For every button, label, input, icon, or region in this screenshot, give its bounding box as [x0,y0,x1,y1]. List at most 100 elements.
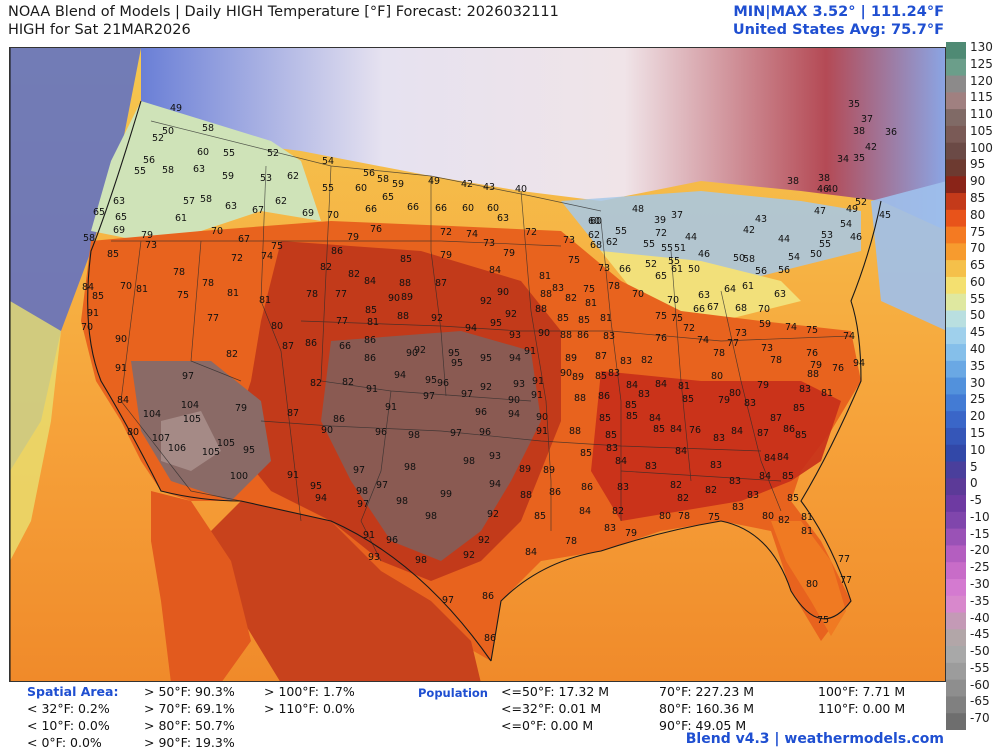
temperature-value-label: 79 [347,232,359,243]
spatial-stat: < 10°F: 0.0% [27,718,110,733]
temperature-value-label: 61 [175,213,187,224]
temperature-value-label: 44 [778,234,790,245]
temperature-value-label: 73 [735,328,747,339]
temperature-value-label: 83 [645,461,657,472]
temperature-value-label: 78 [173,267,185,278]
temperature-value-label: 46 [698,249,710,260]
temperature-value-label: 48 [632,204,644,215]
temperature-value-label: 75 [177,290,189,301]
temperature-value-label: 81 [539,271,551,282]
temperature-value-label: 55 [819,239,831,250]
temperature-value-label: 38 [853,126,865,137]
temperature-value-label: 79 [625,528,637,539]
colorbar-swatch [946,260,966,278]
temperature-value-label: 84 [626,380,638,391]
temperature-value-label: 82 [705,485,717,496]
temperature-value-label: 84 [489,265,501,276]
colorbar-tick-label: 20 [970,409,986,424]
colorbar-tick-label: 35 [970,358,986,373]
temperature-value-label: 62 [275,196,287,207]
temperature-value-label: 66 [407,202,419,213]
colorbar-swatch [946,427,966,446]
stats-footer: Spatial Area: < 32°F: 0.2% < 10°F: 0.0% … [0,684,1000,750]
temperature-value-label: 67 [252,205,264,216]
temperature-value-label: 85 [793,403,805,414]
northwest-cool-land [91,101,321,241]
temperature-value-label: 91 [363,530,375,541]
temperature-value-label: 90 [115,334,127,345]
temperature-value-label: 42 [743,225,755,236]
temperature-value-label: 97 [353,465,365,476]
temperature-value-label: 95 [243,445,255,456]
colorbar-swatch [946,444,966,463]
colorbar-swatch [946,394,966,412]
colorbar-swatch [946,545,966,563]
temperature-value-label: 88 [574,393,586,404]
temperature-value-label: 76 [370,224,382,235]
colorbar-tick-label: -55 [970,660,990,675]
temperature-value-label: 58 [162,165,174,176]
temperature-value-label: 96 [475,407,487,418]
temperature-value-label: 83 [606,443,618,454]
colorbar-swatch [946,243,966,261]
temperature-value-label: 86 [577,330,589,341]
temperature-value-label: 66 [619,264,631,275]
colorbar-tick-label: 85 [970,191,986,206]
temperature-value-label: 51 [674,243,686,254]
temperature-value-label: 98 [404,462,416,473]
temperature-value-label: 83 [747,490,759,501]
temperature-value-label: 72 [231,253,243,264]
colorbar-tick-label: -20 [970,543,990,558]
temperature-value-label: 55 [134,166,146,177]
temperature-value-label: 94 [465,323,477,334]
temperature-value-label: 85 [795,430,807,441]
colorbar-swatch [946,344,966,362]
temperature-value-label: 59 [392,179,404,190]
temperature-value-label: 50 [688,264,700,275]
temperature-value-label: 97 [442,595,454,606]
population-stat: 80°F: 160.36 M [659,701,755,716]
temperature-value-label: 56 [778,265,790,276]
colorbar-tick-label: -45 [970,627,990,642]
temperature-value-label: 92 [463,550,475,561]
temperature-value-label: 88 [535,304,547,315]
temperature-value-label: 97 [182,371,194,382]
temperature-value-label: 88 [560,330,572,341]
temperature-value-label: 97 [423,391,435,402]
temperature-value-label: 61 [671,264,683,275]
colorbar-swatch [946,327,966,345]
temperature-value-label: 84 [731,426,743,437]
temperature-value-label: 97 [376,480,388,491]
temperature-value-label: 63 [193,164,205,175]
temperature-value-label: 70 [211,226,223,237]
temperature-value-label: 104 [181,400,199,411]
temperature-value-label: 85 [682,394,694,405]
temperature-value-label: 76 [655,333,667,344]
temperature-value-label: 70 [120,281,132,292]
temperature-value-label: 79 [440,250,452,261]
temperature-value-label: 98 [408,430,420,441]
temperature-value-label: 52 [152,133,164,144]
temperature-value-label: 77 [840,575,852,586]
temperature-value-label: 81 [600,313,612,324]
temperature-value-label: 89 [519,464,531,475]
temperature-value-label: 94 [508,409,520,420]
title-line-2: HIGH for Sat 21MAR2026 [8,22,191,38]
spatial-stat: > 90°F: 19.3% [144,735,235,750]
temperature-value-label: 63 [497,213,509,224]
temperature-value-label: 79 [235,403,247,414]
temperature-value-label: 79 [810,360,822,371]
desert-max-region [161,411,221,471]
colorbar-swatch [946,646,966,664]
temperature-value-label: 90 [536,412,548,423]
temperature-value-label: 84 [670,424,682,435]
temperature-value-label: 85 [782,471,794,482]
colorbar-swatch [946,75,966,93]
colorbar-swatch [946,562,966,580]
temperature-map: 49 50 52 58 55 60 52 54 56 55 58 63 59 53 62 57 58 63 67 62… [9,47,946,682]
temperature-value-label: 58 [200,194,212,205]
temperature-value-label: 91 [366,384,378,395]
temperature-value-label: 88 [540,289,552,300]
